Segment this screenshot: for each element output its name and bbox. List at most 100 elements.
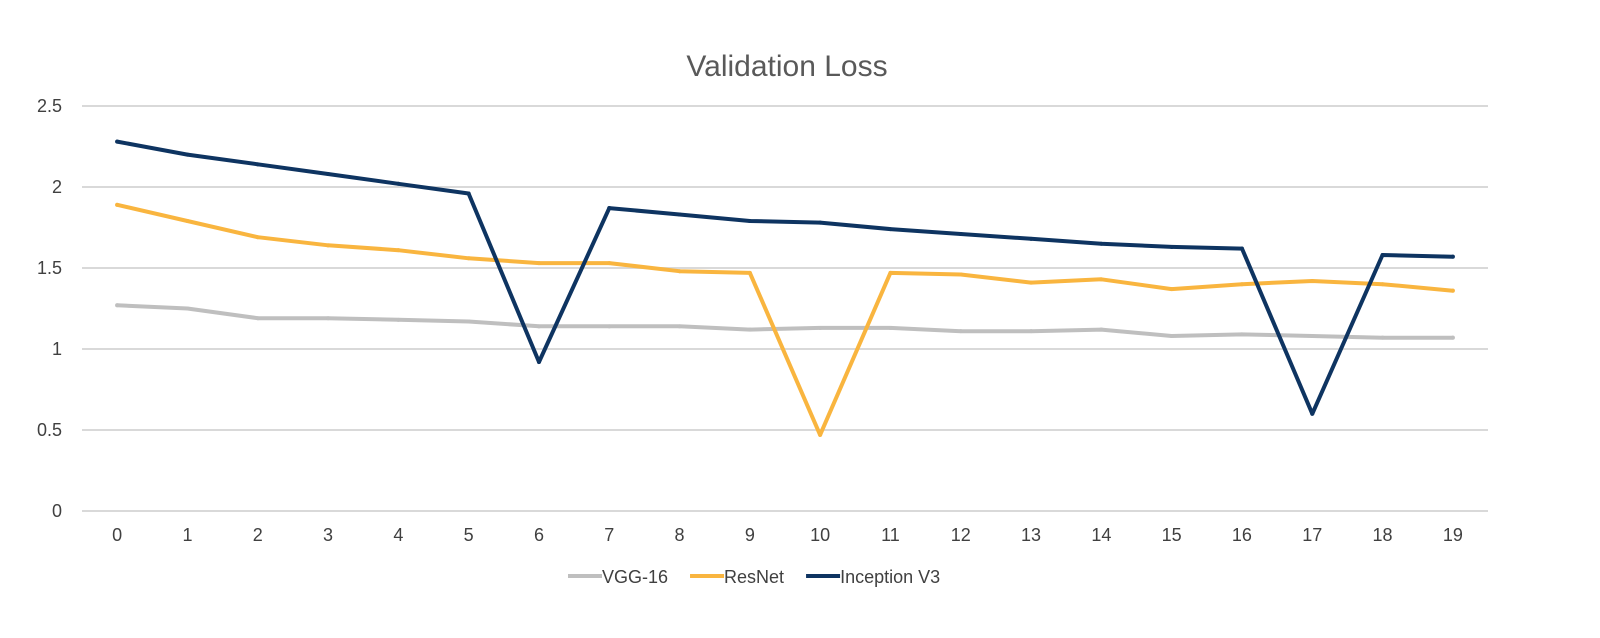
- data-point: [536, 324, 541, 329]
- data-point: [326, 316, 331, 321]
- y-tick-label: 1.5: [37, 258, 62, 278]
- data-point: [1029, 329, 1034, 334]
- data-point: [888, 270, 893, 275]
- legend-label: VGG-16: [602, 567, 668, 587]
- y-tick-label: 0.5: [37, 420, 62, 440]
- data-point: [607, 324, 612, 329]
- data-point: [255, 162, 260, 167]
- y-tick-label: 2: [52, 177, 62, 197]
- data-point: [185, 219, 190, 224]
- data-point: [1239, 332, 1244, 337]
- series-line-vgg-16: [115, 303, 1455, 340]
- data-point: [1169, 287, 1174, 292]
- data-point: [888, 325, 893, 330]
- data-point: [1099, 327, 1104, 332]
- x-tick-label: 10: [810, 525, 830, 545]
- x-tick-label: 1: [182, 525, 192, 545]
- legend-label: ResNet: [724, 567, 784, 587]
- x-tick-label: 5: [464, 525, 474, 545]
- data-point: [1310, 278, 1315, 283]
- gridlines: [82, 105, 1488, 512]
- y-tick-label: 1: [52, 339, 62, 359]
- data-point: [115, 139, 120, 144]
- data-point: [747, 270, 752, 275]
- data-point: [747, 219, 752, 224]
- x-tick-label: 2: [253, 525, 263, 545]
- data-point: [747, 327, 752, 332]
- legend: VGG-16 ResNet Inception V3: [568, 567, 940, 587]
- data-point: [466, 256, 471, 261]
- data-point: [677, 212, 682, 217]
- data-point: [536, 261, 541, 266]
- data-point: [185, 152, 190, 157]
- data-point: [536, 359, 541, 364]
- x-tick-label: 16: [1232, 525, 1252, 545]
- data-point: [1380, 335, 1385, 340]
- data-point: [1450, 335, 1455, 340]
- data-point: [818, 220, 823, 225]
- x-tick-label: 9: [745, 525, 755, 545]
- x-tick-label: 6: [534, 525, 544, 545]
- data-point: [958, 329, 963, 334]
- data-point: [185, 306, 190, 311]
- data-point: [466, 191, 471, 196]
- x-axis-ticks: 0 1 2 3 4 5 6 7 8 9 10 11 12 13 14 15 16 17 18 19: [112, 525, 1463, 545]
- data-point: [958, 231, 963, 236]
- x-tick-label: 17: [1302, 525, 1322, 545]
- x-tick-label: 15: [1162, 525, 1182, 545]
- data-point: [607, 261, 612, 266]
- series-lines: [115, 139, 1455, 437]
- x-tick-label: 3: [323, 525, 333, 545]
- data-point: [1380, 282, 1385, 287]
- data-point: [607, 206, 612, 211]
- data-point: [396, 317, 401, 322]
- data-point: [818, 325, 823, 330]
- data-point: [1029, 280, 1034, 285]
- data-point: [1029, 236, 1034, 241]
- chart-title: Validation Loss: [686, 50, 887, 83]
- data-point: [396, 181, 401, 186]
- y-tick-label: 2.5: [37, 96, 62, 116]
- data-point: [677, 269, 682, 274]
- data-point: [818, 432, 823, 437]
- x-tick-label: 14: [1091, 525, 1111, 545]
- series-line-resnet: [115, 202, 1455, 437]
- data-point: [1099, 241, 1104, 246]
- data-point: [115, 202, 120, 207]
- x-tick-label: 11: [881, 525, 900, 545]
- data-point: [1099, 277, 1104, 282]
- x-tick-label: 12: [951, 525, 971, 545]
- data-point: [1239, 282, 1244, 287]
- data-point: [396, 248, 401, 253]
- x-tick-label: 4: [393, 525, 403, 545]
- data-point: [958, 272, 963, 277]
- legend-label: Inception V3: [840, 567, 940, 587]
- x-tick-label: 13: [1021, 525, 1041, 545]
- y-axis-ticks: 0 0.5 1 1.5 2 2.5: [37, 96, 62, 521]
- data-point: [1310, 411, 1315, 416]
- data-point: [1239, 246, 1244, 251]
- data-point: [255, 235, 260, 240]
- data-point: [677, 324, 682, 329]
- data-point: [466, 319, 471, 324]
- x-tick-label: 8: [675, 525, 685, 545]
- x-tick-label: 19: [1443, 525, 1463, 545]
- data-point: [255, 316, 260, 321]
- data-point: [1310, 334, 1315, 339]
- data-point: [1169, 334, 1174, 339]
- data-point: [1169, 244, 1174, 249]
- x-tick-label: 0: [112, 525, 122, 545]
- series-line-inception-v3: [115, 139, 1455, 416]
- data-point: [326, 172, 331, 177]
- data-point: [1380, 253, 1385, 258]
- data-point: [326, 243, 331, 248]
- data-point: [1450, 288, 1455, 293]
- data-point: [115, 303, 120, 308]
- y-tick-label: 0: [52, 501, 62, 521]
- x-tick-label: 18: [1373, 525, 1393, 545]
- data-point: [1450, 254, 1455, 259]
- x-tick-label: 7: [604, 525, 614, 545]
- data-point: [888, 227, 893, 232]
